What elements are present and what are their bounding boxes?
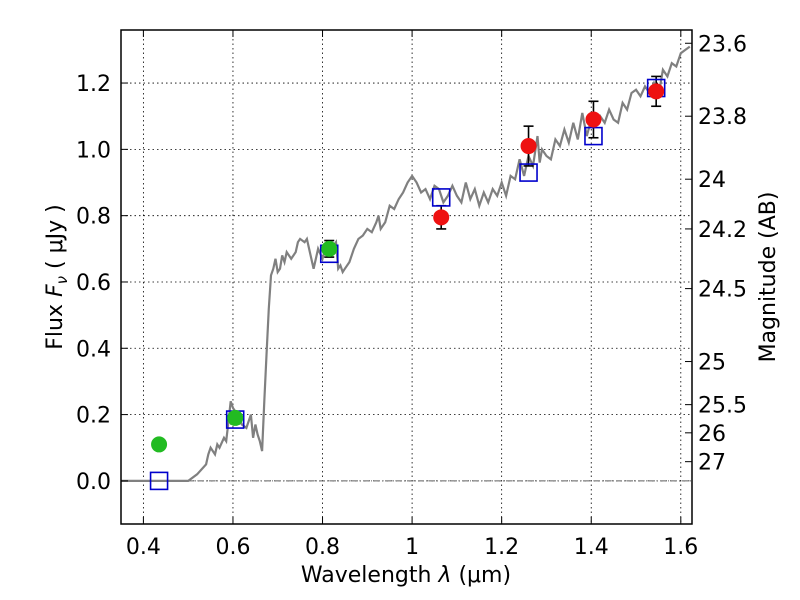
y-tick-label-0: 0.0 [76, 470, 111, 495]
plot-frame [120, 29, 693, 525]
x-tick-label-0: 0.4 [126, 535, 161, 560]
x-tick-label-1: 0.6 [215, 535, 250, 560]
y-tick-label-3: 0.6 [76, 271, 111, 296]
mag-tick-label-3: 24.2 [698, 218, 747, 243]
model-square-5 [584, 126, 603, 146]
grid [121, 30, 692, 524]
y-tick-label-1: 0.2 [76, 404, 111, 429]
x-tick-label-2: 0.8 [305, 535, 340, 560]
x-tick-label-4: 1.2 [484, 535, 519, 560]
model-squares [149, 78, 666, 491]
mag-tick-label-0: 23.6 [698, 32, 747, 57]
mag-tick-label-7: 26 [698, 422, 726, 447]
x-axis-ticks: 0.4 0.6 0.8 1 1.2 1.4 1.6 [126, 30, 698, 560]
mag-tick-label-2: 24 [698, 168, 726, 193]
model-square-0 [149, 471, 169, 491]
x-tick-label-3: 1 [405, 535, 419, 560]
red-point-3 [648, 83, 665, 100]
sed-model-line [121, 45, 691, 482]
x-axis-title: Wavelength λ (μm) [301, 563, 511, 588]
x-tick-label-5: 1.4 [574, 535, 609, 560]
y-axis-title: Flux Fν ( μJy ) [43, 204, 71, 349]
green-point-0 [151, 436, 168, 453]
y-tick-label-5: 1.0 [76, 138, 111, 163]
mag-tick-label-8: 27 [698, 451, 726, 476]
mag-tick-label-1: 23.8 [698, 105, 747, 130]
y-tick-label-4: 0.8 [76, 205, 111, 230]
mag-tick-label-6: 25.5 [698, 394, 747, 419]
mag-tick-label-4: 24.5 [698, 278, 747, 303]
y-tick-label-2: 0.4 [76, 337, 111, 362]
green-point-1 [227, 409, 244, 426]
photometry-points [151, 83, 665, 453]
y-axis-ticks: 0.0 0.2 0.4 0.6 0.8 1.0 1.2 [76, 72, 128, 495]
red-point-0 [433, 209, 450, 226]
mag-tick-label-5: 25 [698, 351, 726, 376]
red-point-2 [585, 111, 602, 128]
model-square-3 [431, 188, 451, 207]
model-square-4 [519, 163, 538, 182]
y-tick-label-6: 1.2 [76, 72, 111, 97]
green-point-2 [321, 240, 338, 257]
x-tick-label-6: 1.6 [663, 535, 698, 560]
red-point-1 [520, 138, 537, 155]
magnitude-axis-ticks: 23.6 23.8 24 24.2 24.5 25 25.5 26 27 [685, 32, 747, 476]
magnitude-axis-title: Magnitude (AB) [756, 192, 781, 363]
